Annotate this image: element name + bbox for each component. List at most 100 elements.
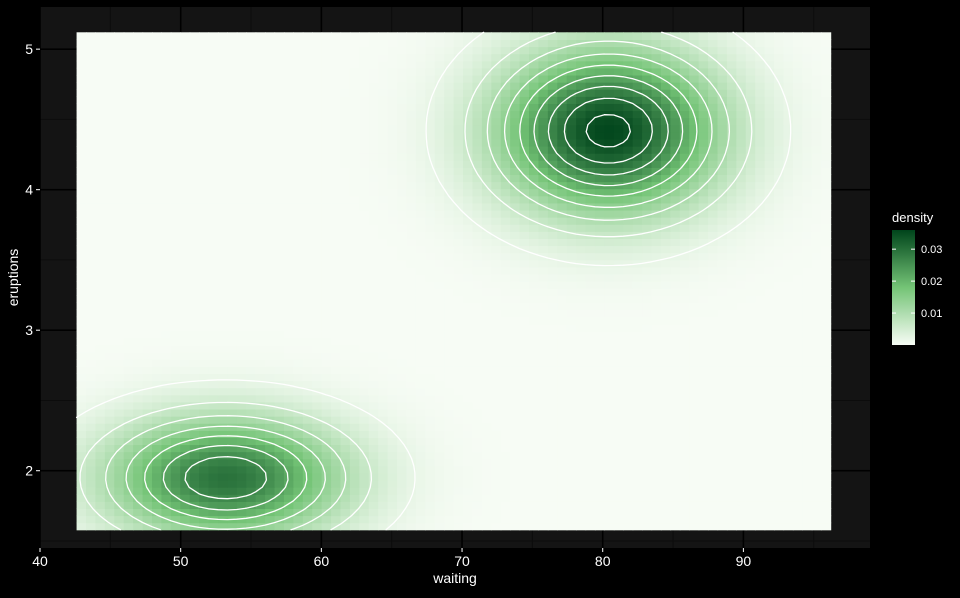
- heatmap-cell: [454, 253, 464, 261]
- heatmap-cell: [369, 494, 379, 502]
- heatmap-cell: [246, 359, 256, 367]
- heatmap-cell: [171, 132, 181, 140]
- heatmap-cell: [190, 395, 200, 403]
- heatmap-cell: [331, 388, 341, 396]
- heatmap-cell: [388, 153, 398, 161]
- heatmap-cell: [491, 210, 501, 218]
- heatmap-cell: [821, 402, 831, 410]
- heatmap-cell: [227, 96, 237, 104]
- heatmap-cell: [114, 473, 124, 481]
- heatmap-cell: [812, 359, 822, 367]
- heatmap-cell: [727, 288, 737, 296]
- heatmap-cell: [284, 132, 294, 140]
- heatmap-cell: [708, 96, 718, 104]
- heatmap-cell: [642, 324, 652, 332]
- heatmap-cell: [180, 217, 190, 225]
- heatmap-cell: [699, 373, 709, 381]
- heatmap-cell: [143, 103, 153, 111]
- heatmap-cell: [576, 274, 586, 282]
- heatmap-cell: [821, 501, 831, 509]
- heatmap-cell: [265, 388, 275, 396]
- heatmap-cell: [765, 288, 775, 296]
- heatmap-cell: [652, 331, 662, 339]
- heatmap-cell: [614, 224, 624, 232]
- heatmap-cell: [133, 238, 143, 246]
- heatmap-cell: [284, 267, 294, 275]
- heatmap-cell: [180, 210, 190, 218]
- heatmap-cell: [331, 466, 341, 474]
- heatmap-cell: [256, 238, 266, 246]
- heatmap-cell: [378, 182, 388, 190]
- heatmap-cell: [406, 174, 416, 182]
- heatmap-cell: [765, 146, 775, 154]
- heatmap-cell: [463, 523, 473, 531]
- heatmap-cell: [633, 295, 643, 303]
- heatmap-cell: [397, 317, 407, 325]
- heatmap-cell: [444, 210, 454, 218]
- heatmap-cell: [680, 288, 690, 296]
- heatmap-cell: [708, 416, 718, 424]
- heatmap-cell: [199, 217, 209, 225]
- heatmap-cell: [95, 217, 105, 225]
- heatmap-cell: [218, 395, 228, 403]
- heatmap-cell: [746, 366, 756, 374]
- heatmap-cell: [501, 189, 511, 197]
- heatmap-cell: [538, 302, 548, 310]
- heatmap-cell: [472, 352, 482, 360]
- heatmap-cell: [265, 132, 275, 140]
- heatmap-cell: [133, 274, 143, 282]
- heatmap-cell: [604, 96, 614, 104]
- heatmap-cell: [783, 338, 793, 346]
- heatmap-cell: [312, 189, 322, 197]
- heatmap-cell: [275, 132, 285, 140]
- heatmap-cell: [661, 480, 671, 488]
- heatmap-cell: [190, 125, 200, 133]
- heatmap-cell: [586, 224, 596, 232]
- heatmap-cell: [369, 253, 379, 261]
- heatmap-cell: [793, 174, 803, 182]
- heatmap-cell: [359, 395, 369, 403]
- heatmap-cell: [95, 153, 105, 161]
- heatmap-cell: [293, 160, 303, 168]
- heatmap-cell: [567, 345, 577, 353]
- heatmap-cell: [77, 444, 87, 452]
- heatmap-cell: [246, 146, 256, 154]
- heatmap-cell: [359, 217, 369, 225]
- heatmap-cell: [416, 160, 426, 168]
- heatmap-cell: [604, 345, 614, 353]
- heatmap-cell: [435, 224, 445, 232]
- heatmap-cell: [369, 309, 379, 317]
- heatmap-cell: [237, 203, 247, 211]
- heatmap-cell: [284, 452, 294, 460]
- heatmap-cell: [369, 345, 379, 353]
- heatmap-cell: [812, 345, 822, 353]
- heatmap-cell: [77, 153, 87, 161]
- heatmap-cell: [143, 338, 153, 346]
- heatmap-cell: [774, 345, 784, 353]
- heatmap-cell: [783, 317, 793, 325]
- heatmap-cell: [604, 395, 614, 403]
- heatmap-cell: [491, 516, 501, 524]
- heatmap-cell: [77, 82, 87, 90]
- heatmap-cell: [491, 302, 501, 310]
- heatmap-cell: [510, 281, 520, 289]
- heatmap-cell: [397, 132, 407, 140]
- heatmap-cell: [77, 402, 87, 410]
- heatmap-cell: [708, 153, 718, 161]
- heatmap-cell: [322, 224, 332, 232]
- heatmap-cell: [736, 182, 746, 190]
- heatmap-cell: [501, 359, 511, 367]
- heatmap-cell: [689, 402, 699, 410]
- heatmap-cell: [77, 217, 87, 225]
- heatmap-cell: [359, 416, 369, 424]
- heatmap-cell: [482, 501, 492, 509]
- heatmap-cell: [491, 125, 501, 133]
- heatmap-cell: [812, 210, 822, 218]
- heatmap-cell: [708, 480, 718, 488]
- heatmap-cell: [652, 89, 662, 97]
- heatmap-cell: [557, 146, 567, 154]
- heatmap-cell: [143, 274, 153, 282]
- heatmap-cell: [406, 267, 416, 275]
- heatmap-cell: [491, 146, 501, 154]
- heatmap-cell: [736, 373, 746, 381]
